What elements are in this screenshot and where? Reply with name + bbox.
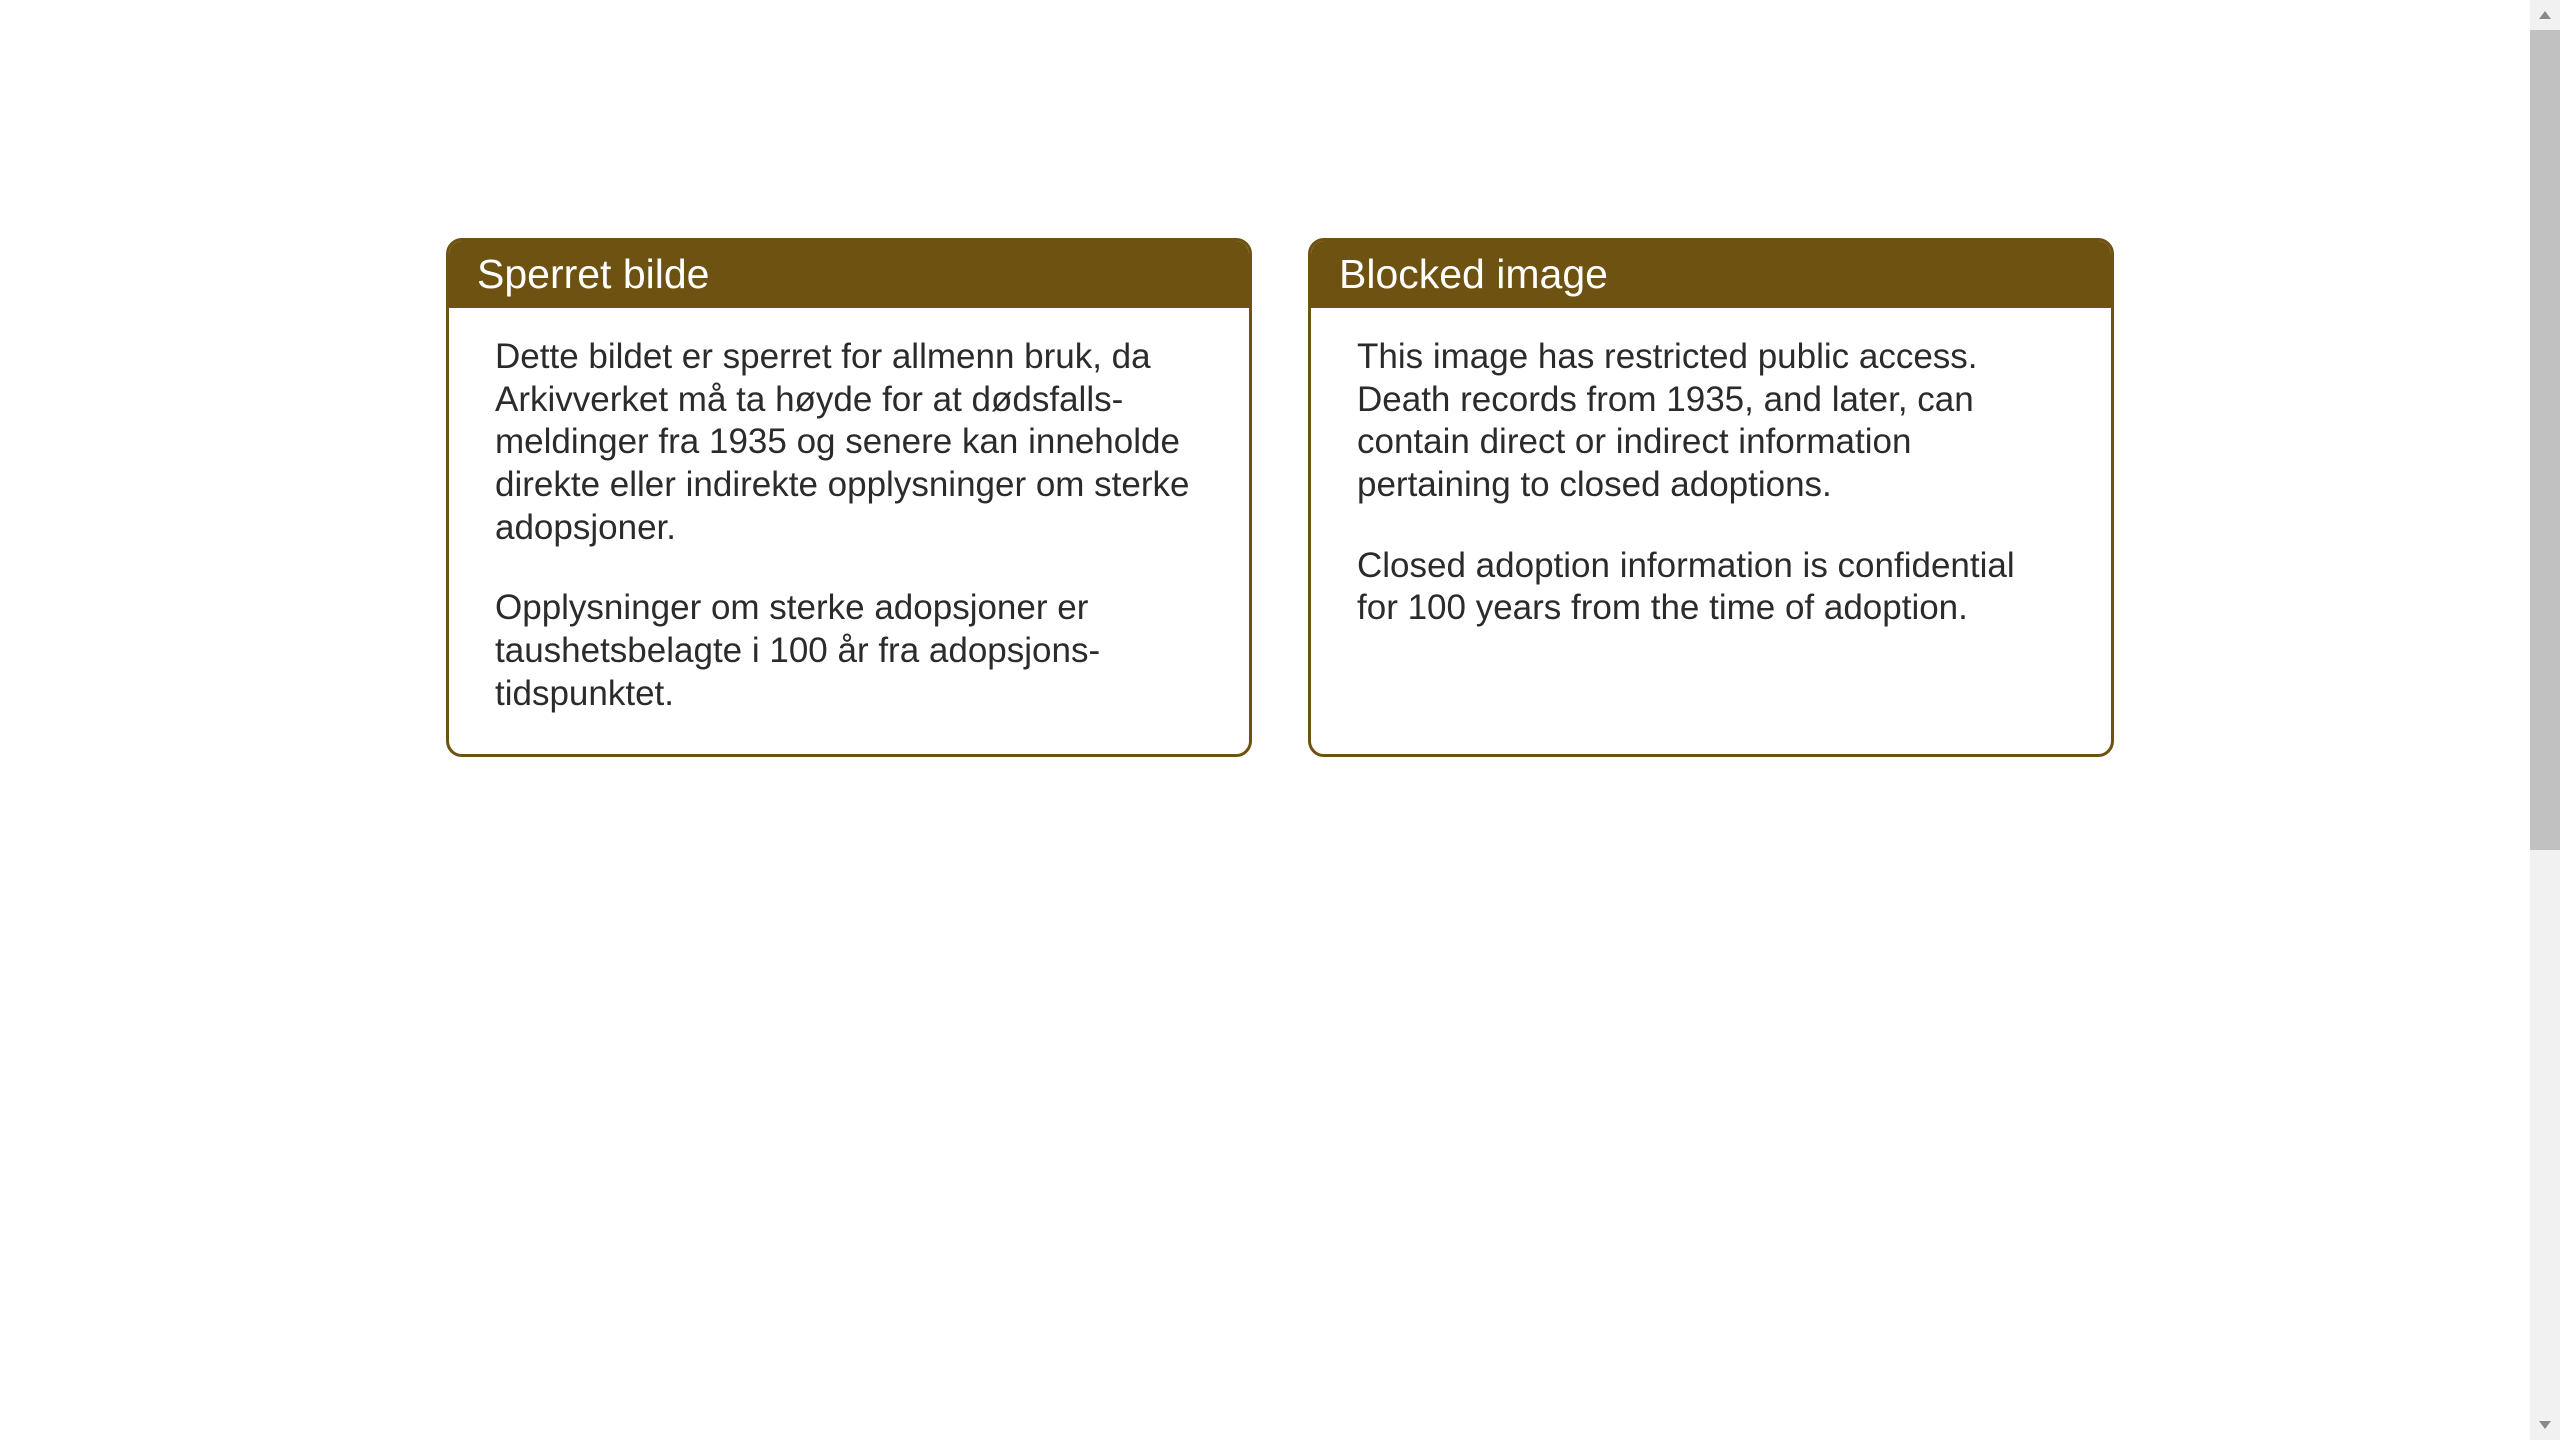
notice-container: Sperret bilde Dette bildet er sperret fo… [446, 238, 2114, 757]
scrollbar-up-button[interactable] [2530, 0, 2560, 30]
notice-paragraph-1-norwegian: Dette bildet er sperret for allmenn bruk… [495, 336, 1203, 549]
notice-title-english: Blocked image [1339, 251, 1608, 297]
notice-header-norwegian: Sperret bilde [449, 241, 1249, 308]
chevron-up-icon [2539, 11, 2551, 19]
notice-box-norwegian: Sperret bilde Dette bildet er sperret fo… [446, 238, 1252, 757]
notice-body-english: This image has restricted public access.… [1311, 308, 2111, 668]
notice-body-norwegian: Dette bildet er sperret for allmenn bruk… [449, 308, 1249, 754]
chevron-down-icon [2539, 1421, 2551, 1429]
notice-title-norwegian: Sperret bilde [477, 251, 709, 297]
notice-header-english: Blocked image [1311, 241, 2111, 308]
notice-paragraph-1-english: This image has restricted public access.… [1357, 336, 2065, 507]
vertical-scrollbar[interactable] [2530, 0, 2560, 1440]
scrollbar-down-button[interactable] [2530, 1410, 2560, 1440]
notice-paragraph-2-norwegian: Opplysninger om sterke adopsjoner er tau… [495, 587, 1203, 715]
scrollbar-thumb[interactable] [2530, 30, 2560, 850]
notice-box-english: Blocked image This image has restricted … [1308, 238, 2114, 757]
notice-paragraph-2-english: Closed adoption information is confident… [1357, 545, 2065, 630]
